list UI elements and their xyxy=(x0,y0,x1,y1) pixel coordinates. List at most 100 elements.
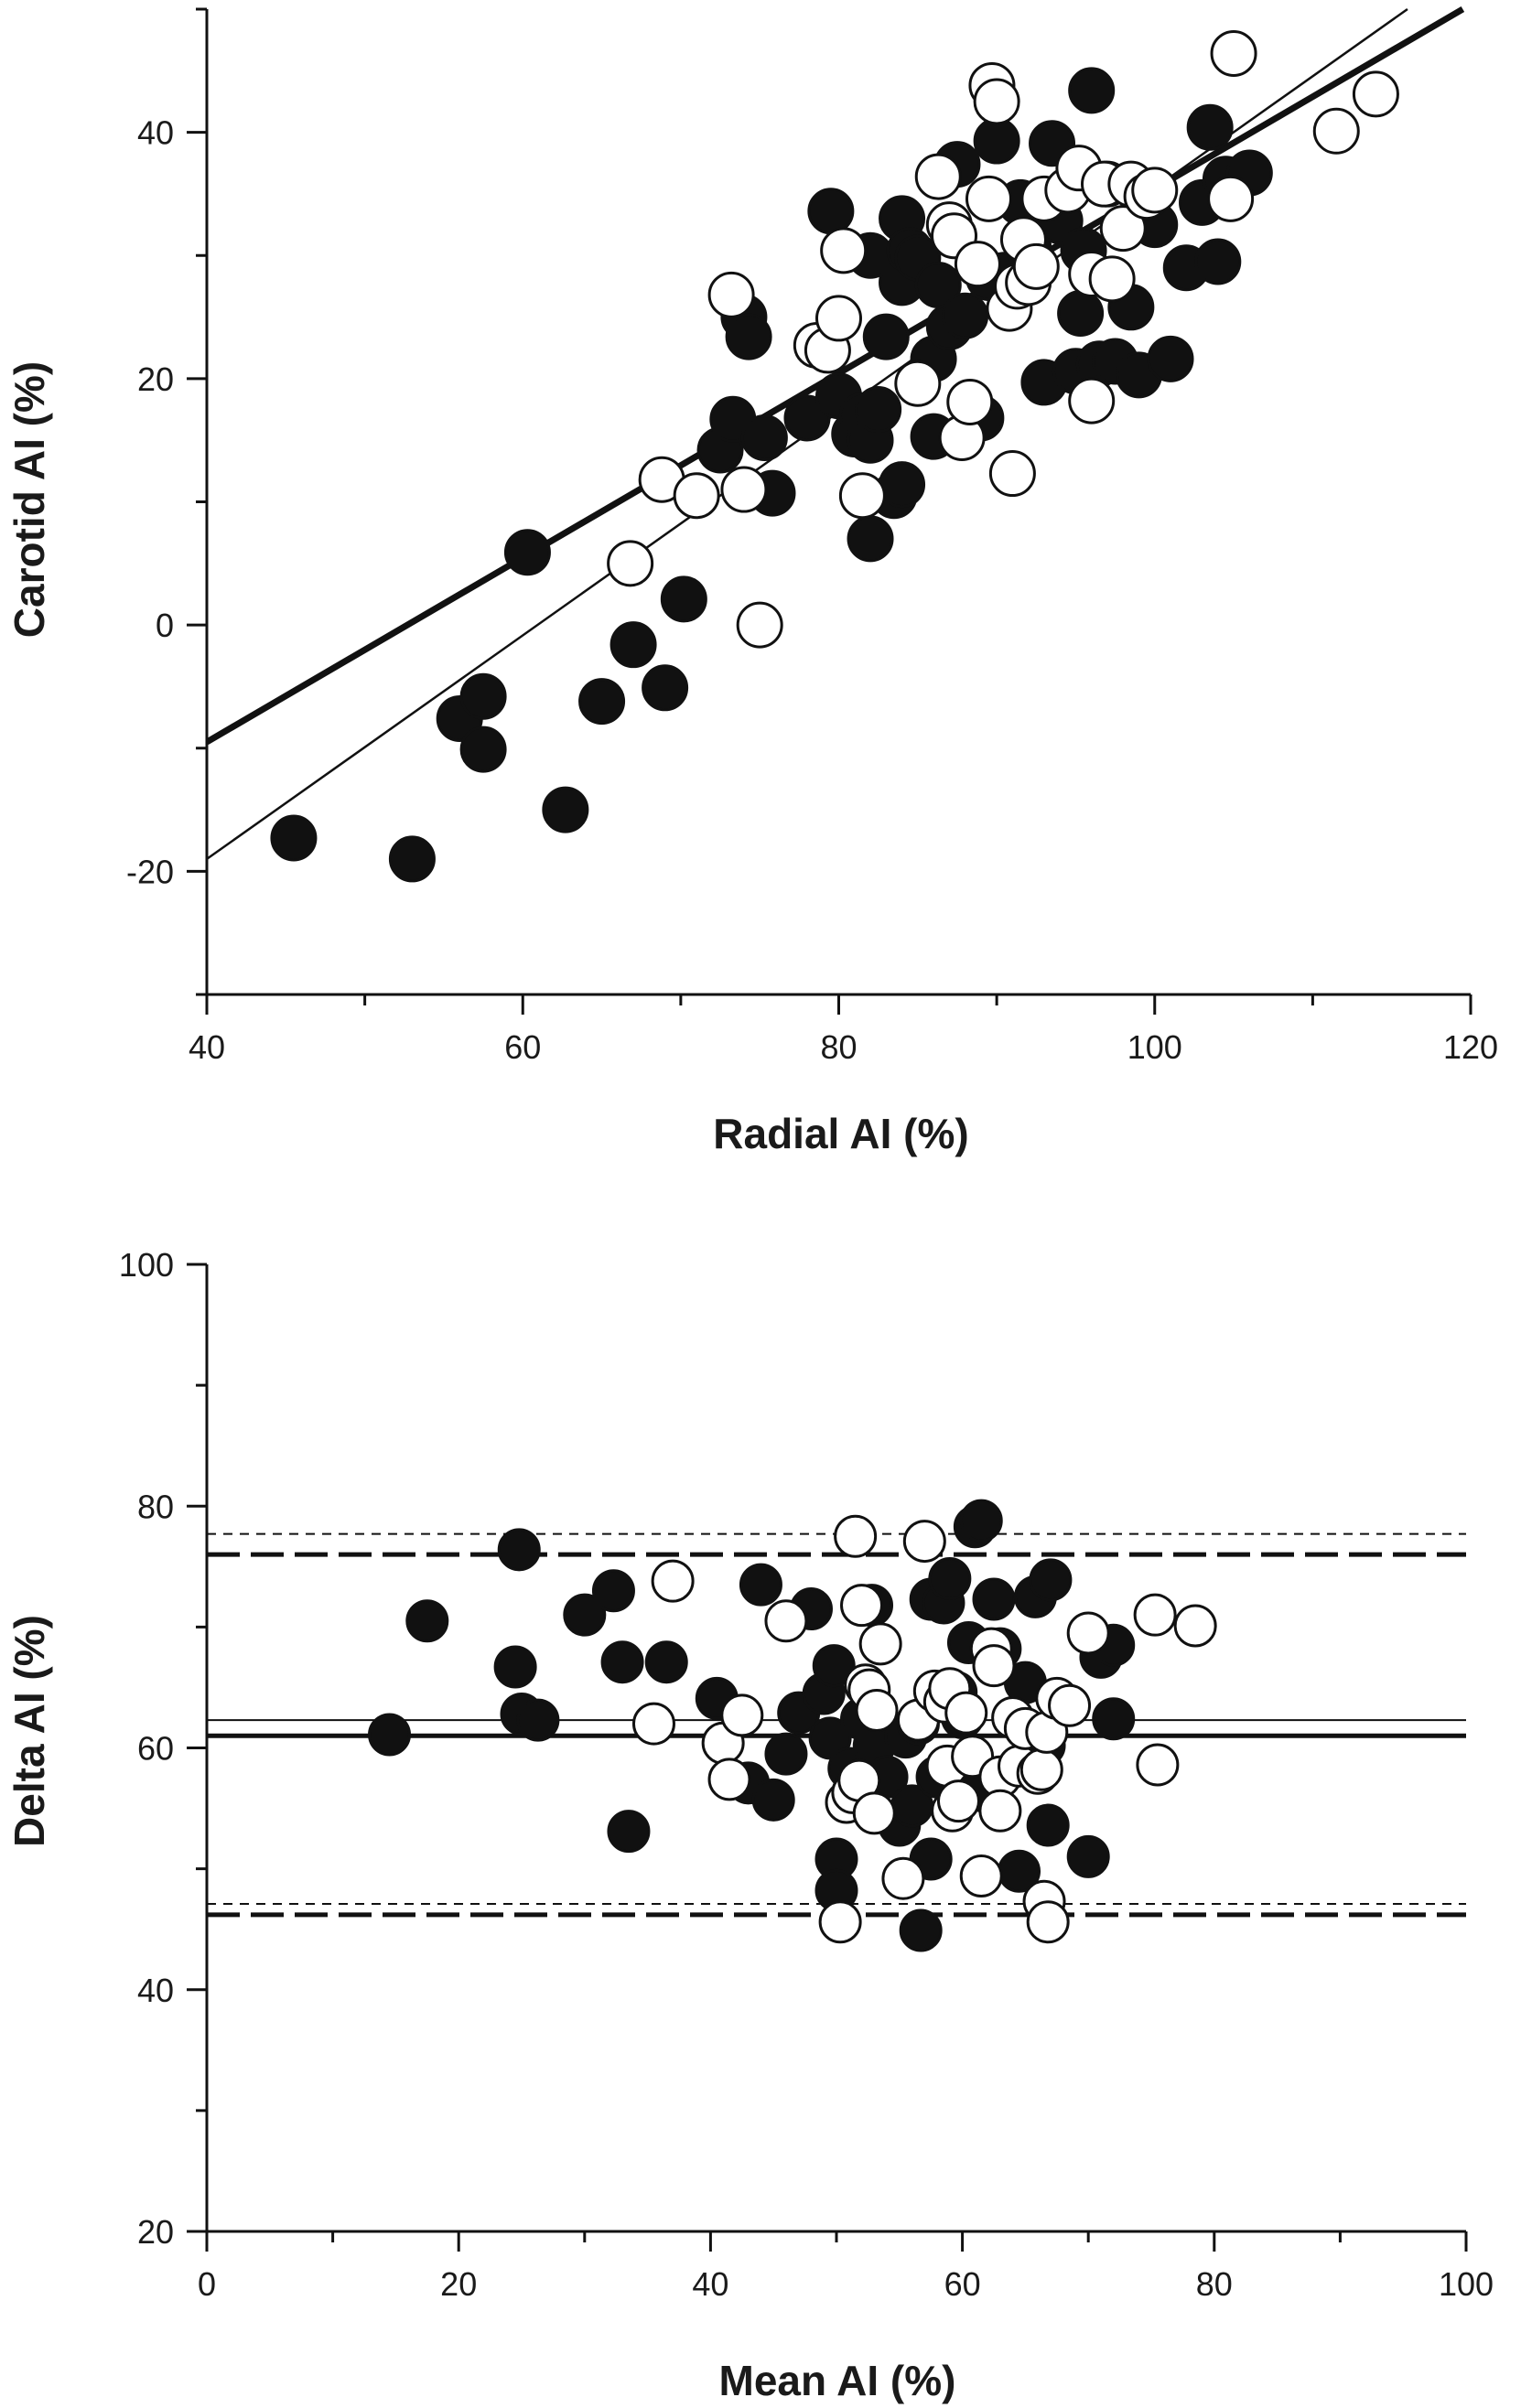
open-data-point xyxy=(631,1702,675,1746)
bottom-x-tick-label: 60 xyxy=(944,2265,981,2303)
open-data-point xyxy=(1019,1747,1063,1791)
filled-data-point xyxy=(847,515,894,563)
top-x-tick-label: 80 xyxy=(820,1028,857,1066)
open-data-point xyxy=(820,227,868,274)
open-data-point xyxy=(944,1691,988,1735)
top-y-tick-label: 40 xyxy=(137,114,174,152)
filled-data-point xyxy=(516,1698,560,1742)
open-data-point xyxy=(707,271,755,318)
filled-data-point xyxy=(783,394,831,442)
open-data-point xyxy=(673,472,720,520)
open-data-point xyxy=(1312,107,1360,155)
filled-data-point xyxy=(542,786,589,833)
filled-data-point xyxy=(368,1713,412,1757)
bottom-panel-bland-altman: 0 20 40 60 80 100 20 40 60 80 100 Mean AI (%) Delt… xyxy=(5,1246,1494,2404)
filled-data-point xyxy=(459,672,507,720)
filled-data-point xyxy=(591,1569,635,1613)
bottom-y-tick-label: 100 xyxy=(119,1246,174,1284)
filled-data-point xyxy=(1147,335,1194,382)
filled-data-point xyxy=(1029,1558,1073,1602)
bottom-x-tick-label: 20 xyxy=(440,2265,477,2303)
bottom-x-tick-label: 100 xyxy=(1439,2265,1494,2303)
filled-data-point xyxy=(807,188,855,235)
bottom-y-tick-label: 80 xyxy=(137,1488,174,1525)
open-data-point xyxy=(959,1854,1003,1898)
filled-data-point xyxy=(942,292,989,339)
filled-data-point xyxy=(405,1599,449,1643)
open-data-point xyxy=(720,1693,764,1737)
open-data-point xyxy=(855,1689,899,1733)
open-data-point xyxy=(946,378,994,425)
top-y-tick-label: 20 xyxy=(137,360,174,398)
top-y-tick-label: -20 xyxy=(126,853,174,890)
open-data-point xyxy=(651,1559,695,1603)
bottom-x-tick-label: 80 xyxy=(1196,2265,1233,2303)
filled-data-point xyxy=(973,117,1020,165)
open-data-point xyxy=(1207,175,1255,222)
filled-data-point xyxy=(660,575,707,623)
open-data-point xyxy=(978,1789,1022,1833)
open-data-point xyxy=(1012,242,1060,290)
bottom-x-tick-label: 0 xyxy=(198,2265,216,2303)
open-data-point xyxy=(1352,70,1399,118)
filled-data-point xyxy=(600,1640,644,1684)
filled-data-point xyxy=(739,1563,782,1607)
filled-data-point xyxy=(459,726,507,773)
filled-data-point xyxy=(503,529,551,576)
filled-data-point xyxy=(1066,1834,1110,1878)
filled-data-point xyxy=(959,1499,1003,1543)
open-data-point xyxy=(736,601,783,649)
filled-data-point xyxy=(751,1778,795,1822)
bottom-axes: 0 20 40 60 80 100 20 40 60 80 100 xyxy=(119,1246,1494,2303)
filled-data-point xyxy=(812,1644,856,1688)
filled-data-point xyxy=(855,386,902,434)
filled-data-point xyxy=(1194,238,1242,285)
filled-data-point xyxy=(642,664,689,712)
open-data-point xyxy=(764,1599,808,1643)
open-data-point xyxy=(1133,1593,1177,1637)
filled-data-point xyxy=(578,678,626,726)
filled-data-point xyxy=(563,1593,607,1637)
filled-data-point xyxy=(862,313,910,360)
open-data-point xyxy=(720,466,768,513)
filled-data-point xyxy=(497,1528,541,1572)
open-data-point xyxy=(818,1900,862,1944)
open-data-point xyxy=(815,295,862,342)
open-data-point xyxy=(894,360,942,407)
open-data-point xyxy=(707,1758,751,1801)
top-x-tick-label: 60 xyxy=(504,1028,541,1066)
open-data-point xyxy=(840,1584,884,1628)
bottom-y-tick-label: 20 xyxy=(137,2213,174,2251)
filled-data-point xyxy=(607,1810,651,1854)
filled-data-point xyxy=(1092,1697,1136,1741)
open-data-point xyxy=(1173,1604,1217,1648)
top-axes: 40 60 80 100 120 -20 0 20 40 xyxy=(126,7,1498,1066)
bottom-y-axis-title: Delta AI (%) xyxy=(5,1615,53,1847)
filled-data-point xyxy=(1026,1803,1070,1847)
top-y-tick-label: 0 xyxy=(156,607,174,644)
bottom-x-axis-title: Mean AI (%) xyxy=(719,2357,956,2404)
open-data-point xyxy=(1136,1743,1180,1787)
open-data-point xyxy=(834,1514,878,1558)
open-data-point xyxy=(954,241,1001,288)
filled-data-point xyxy=(879,461,926,509)
filled-data-point xyxy=(972,1577,1016,1621)
open-data-point xyxy=(1066,1611,1110,1655)
open-data-point xyxy=(1088,255,1136,303)
filled-data-point xyxy=(764,1732,808,1776)
filled-data-point xyxy=(899,1908,943,1952)
top-x-axis-title: Radial AI (%) xyxy=(713,1110,968,1157)
filled-data-point xyxy=(1057,290,1105,338)
filled-data-point xyxy=(1186,103,1234,151)
bottom-x-tick-label: 40 xyxy=(692,2265,728,2303)
open-data-point xyxy=(1210,29,1257,77)
filled-data-point xyxy=(928,1557,972,1601)
open-data-point xyxy=(607,540,654,587)
bottom-data-points xyxy=(368,1499,1217,1952)
open-data-point xyxy=(1068,377,1116,425)
open-data-point xyxy=(838,472,886,520)
open-data-point xyxy=(902,1520,946,1564)
bottom-y-tick-label: 40 xyxy=(137,1972,174,2009)
top-y-axis-title: Carotid AI (%) xyxy=(5,361,53,638)
